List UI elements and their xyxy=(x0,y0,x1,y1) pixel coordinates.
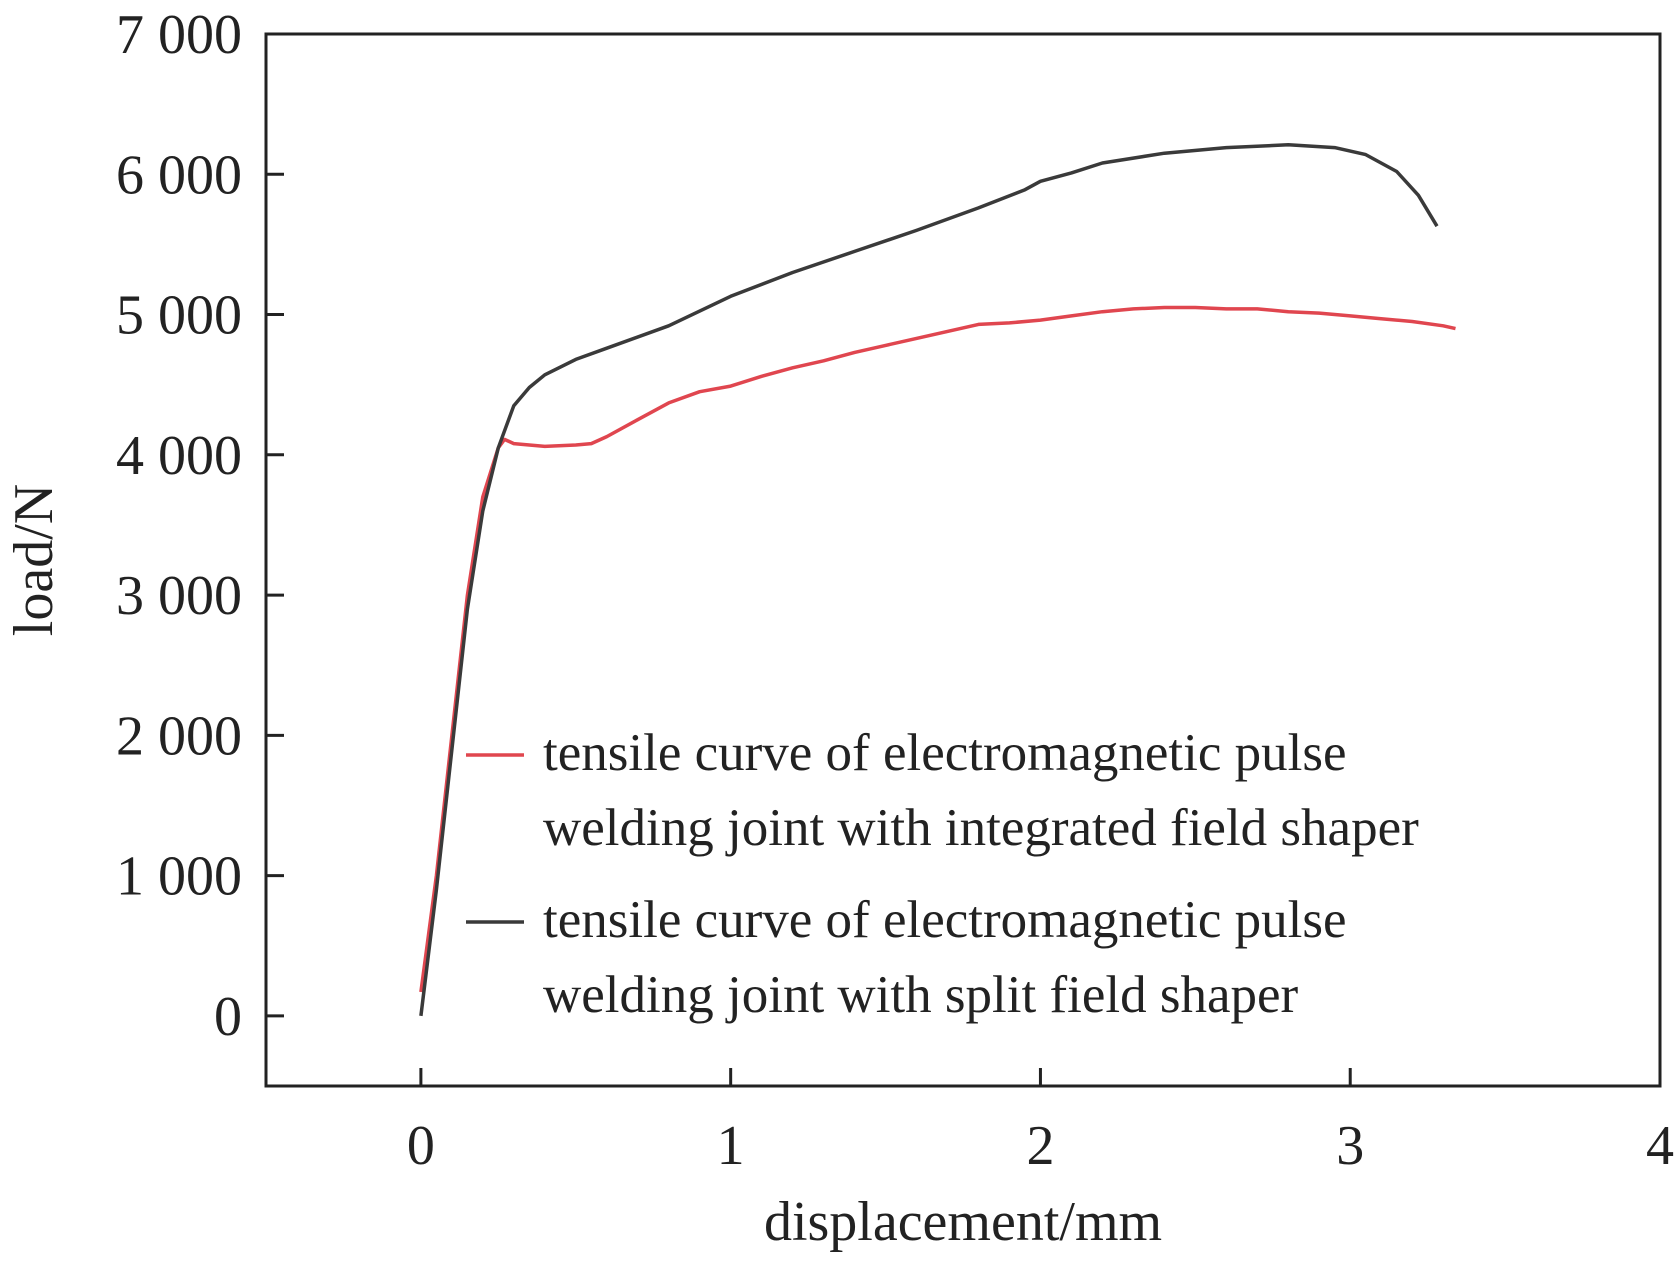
plot-frame xyxy=(264,32,1662,1088)
y-tick-label: 3 000 xyxy=(116,565,242,627)
series-line-1 xyxy=(419,305,1456,993)
x-tick-label: 2 xyxy=(1026,1115,1054,1177)
series-line-2 xyxy=(419,143,1439,1017)
y-tick-label: 6 000 xyxy=(116,144,242,206)
y-tick-label: 1 000 xyxy=(116,846,242,908)
legend-label: tensile curve of electromagnetic pulse xyxy=(543,891,1347,949)
legend-item-1: tensile curve of electromagnetic pulse we… xyxy=(466,724,1419,857)
legend-label: welding joint with split field shaper xyxy=(543,966,1298,1024)
x-tick-label: 4 xyxy=(1646,1115,1674,1177)
y-tick-label: 4 000 xyxy=(116,425,242,487)
x-tick-label: 0 xyxy=(407,1115,435,1177)
y-axis-label: load/N xyxy=(3,484,65,636)
x-tick-label: 3 xyxy=(1336,1115,1364,1177)
y-tick-label: 5 000 xyxy=(116,285,242,347)
x-axis-label: displacement/mm xyxy=(764,1191,1162,1253)
y-tick-label: 0 xyxy=(214,986,242,1048)
y-tick-label: 2 000 xyxy=(116,705,242,767)
legend-item-2: tensile curve of electromagnetic pulse we… xyxy=(466,891,1347,1024)
legend-label: welding joint with integrated field shap… xyxy=(543,799,1419,857)
legend-label: tensile curve of electromagnetic pulse xyxy=(543,724,1347,782)
x-tick-label: 1 xyxy=(717,1115,745,1177)
y-tick-label: 7 000 xyxy=(116,4,242,66)
